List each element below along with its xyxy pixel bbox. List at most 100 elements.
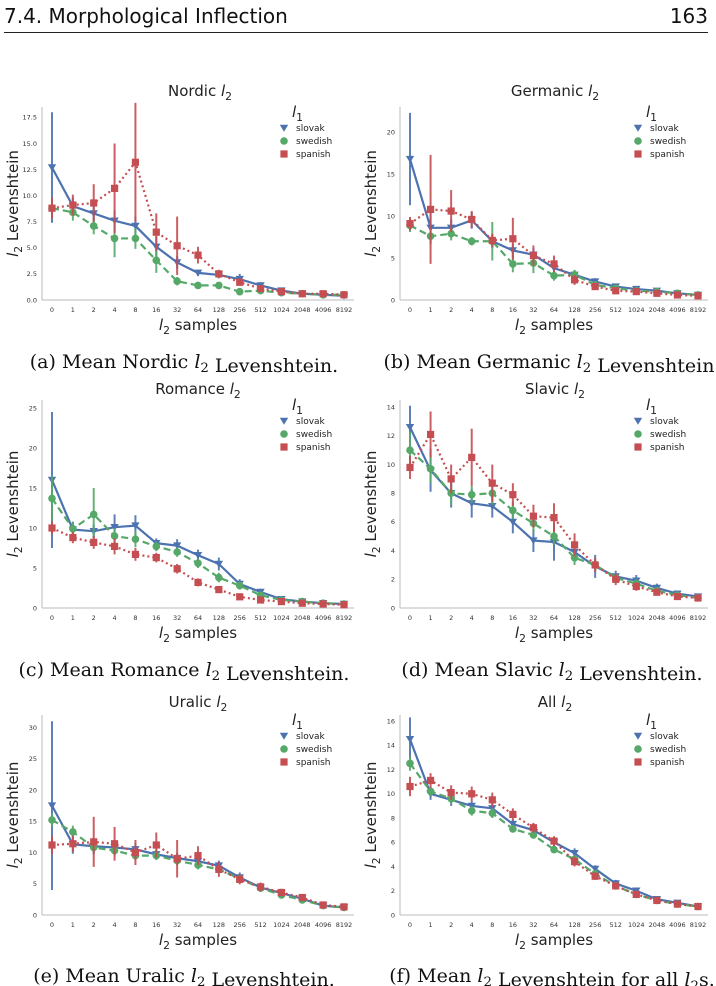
panel-title: All l2: [538, 693, 572, 714]
marker-circle: [89, 510, 98, 519]
marker-circle: [152, 256, 161, 265]
marker-triangle: [279, 417, 289, 425]
marker-square: [550, 837, 558, 845]
x-tick-label: 64: [194, 306, 202, 314]
marker-square: [152, 554, 160, 562]
x-tick-label: 2: [92, 921, 96, 929]
y-tick-label: 10: [387, 461, 395, 469]
y-tick-label: 8: [391, 490, 395, 498]
marker-square: [298, 290, 306, 298]
marker-circle: [447, 229, 455, 238]
marker-circle: [280, 745, 288, 753]
x-tick-label: 0: [408, 614, 412, 622]
series-spanish: [406, 154, 702, 300]
x-tick-label: 4: [470, 921, 474, 929]
marker-square: [468, 215, 476, 224]
marker-circle: [131, 535, 140, 543]
chart-panel-3: 0 5 10 15 20 25 0 1 2 4 8 16 32 64 128 256 512 1024 2048 40…: [4, 380, 354, 645]
marker-circle: [235, 581, 244, 590]
x-tick-label: 8: [133, 306, 137, 314]
marker-square: [90, 538, 98, 546]
marker-circle: [48, 494, 56, 503]
x-axis-label: l2 samples: [515, 931, 593, 952]
marker-circle: [406, 446, 414, 455]
series-line: [51, 527, 345, 606]
marker-circle: [570, 553, 579, 562]
marker-square: [110, 840, 119, 848]
x-tick-label: 0: [50, 614, 54, 622]
marker-square: [591, 282, 599, 291]
marker-square: [632, 582, 640, 591]
x-tick-label: 2: [92, 306, 96, 314]
marker-square: [277, 598, 286, 606]
y-tick-label: 6: [391, 518, 395, 526]
marker-square: [447, 475, 455, 483]
marker-square: [653, 289, 661, 297]
x-axis-label: l2 samples: [159, 316, 237, 337]
x-tick-label: 8192: [336, 614, 353, 622]
x-tick-label: 2: [449, 921, 453, 929]
marker-square: [570, 541, 579, 549]
marker-square: [215, 270, 223, 278]
subfigure-caption: (f) Mean l2 Levenshtein for all l2s.: [389, 965, 715, 986]
y-tick-label: 2: [391, 576, 395, 584]
marker-circle: [215, 573, 223, 582]
x-tick-label: 8: [490, 921, 494, 929]
y-tick-label: 10: [387, 790, 395, 798]
y-axis-label: l2 Levenshtein: [362, 150, 383, 257]
series-spanish: [48, 816, 348, 911]
x-tick-label: 1024: [628, 306, 645, 314]
x-tick-label: 4: [470, 614, 474, 622]
y-tick-label: 10: [387, 212, 395, 220]
x-tick-label: 128: [213, 306, 225, 314]
marker-square: [173, 242, 181, 250]
legend-entry-swedish: swedish: [296, 137, 332, 147]
x-tick-label: 4096: [315, 306, 332, 314]
marker-square: [529, 251, 538, 260]
marker-square: [570, 858, 579, 866]
y-tick-label: 5: [391, 254, 395, 262]
marker-square: [131, 550, 140, 558]
legend-entry-swedish: swedish: [650, 430, 686, 440]
x-tick-label: 512: [254, 306, 266, 314]
y-tick-label: 0: [391, 604, 395, 612]
series-swedish: [406, 756, 702, 911]
x-tick-label: 8: [490, 306, 494, 314]
y-tick-label: 12: [387, 432, 395, 440]
y-tick-label: 14: [387, 742, 395, 750]
marker-square: [509, 810, 517, 818]
marker-circle: [550, 532, 558, 541]
legend-entry-spanish: spanish: [650, 758, 685, 768]
x-tick-label: 32: [529, 614, 537, 622]
x-tick-label: 32: [173, 306, 181, 314]
y-tick-label: 2: [391, 887, 395, 895]
x-tick-label: 4: [113, 921, 117, 929]
y-axis-label: l2 Levenshtein: [362, 762, 383, 869]
marker-circle: [173, 548, 181, 556]
marker-square: [90, 199, 98, 207]
x-axis-label: l2 samples: [515, 624, 593, 645]
marker-square: [406, 220, 414, 228]
marker-square: [280, 758, 288, 766]
marker-circle: [488, 809, 497, 817]
y-tick-label: 2.5: [27, 270, 37, 278]
x-tick-label: 4096: [315, 614, 332, 622]
y-axis-label: l2 Levenshtein: [4, 150, 25, 257]
marker-circle: [280, 137, 288, 145]
x-tick-label: 4096: [669, 921, 686, 929]
marker-square: [256, 284, 265, 293]
x-tick-label: 512: [610, 614, 622, 622]
y-tick-label: 30: [29, 724, 37, 732]
marker-circle: [634, 430, 642, 438]
marker-circle: [467, 237, 476, 246]
x-tick-label: 128: [568, 921, 580, 929]
chart-panel-1: 0.0 2.5 5.0 7.5 10.0 12.5 15.0 17.5 0 1 2 4 8 16 32 64 1…: [4, 82, 354, 337]
section-heading: 7.4. Morphological Inflection: [4, 4, 288, 28]
marker-square: [406, 463, 414, 472]
marker-square: [340, 601, 348, 609]
x-tick-label: 2048: [294, 921, 311, 929]
legend-title: l1: [292, 103, 303, 124]
y-tick-label: 0: [391, 911, 395, 919]
marker-square: [215, 586, 223, 594]
